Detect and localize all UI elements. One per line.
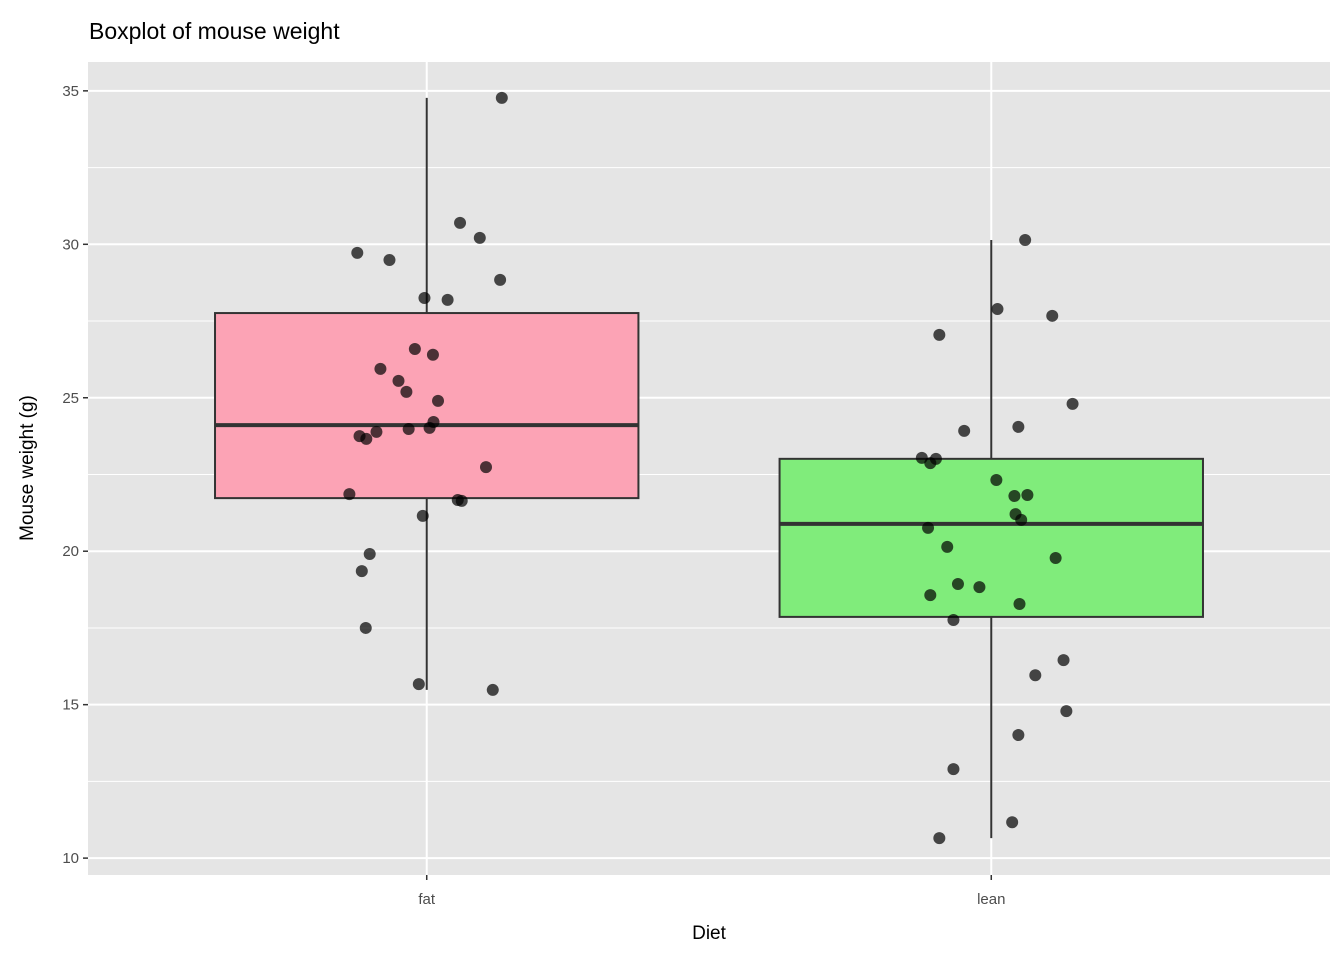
data-point-fat bbox=[370, 425, 383, 438]
data-point-lean bbox=[990, 474, 1003, 487]
data-point-lean bbox=[947, 613, 960, 626]
data-point-fat bbox=[473, 231, 486, 244]
data-point-lean bbox=[1012, 420, 1025, 433]
box-fat bbox=[214, 312, 640, 500]
y-tick-label: 35 bbox=[62, 83, 79, 100]
y-tick-label: 20 bbox=[62, 543, 79, 560]
data-point-fat bbox=[416, 509, 429, 522]
data-point-fat bbox=[454, 216, 467, 229]
data-point-lean bbox=[924, 589, 937, 602]
data-point-fat bbox=[480, 461, 493, 474]
y-axis-title: Mouse weight (g) bbox=[17, 395, 38, 541]
data-point-lean bbox=[1008, 489, 1021, 502]
data-point-fat bbox=[355, 565, 368, 578]
data-point-lean bbox=[922, 521, 935, 534]
data-point-lean bbox=[947, 763, 960, 776]
data-point-fat bbox=[455, 494, 468, 507]
data-point-lean bbox=[933, 328, 946, 341]
data-point-fat bbox=[423, 421, 436, 434]
data-point-lean bbox=[1060, 705, 1073, 718]
data-point-lean bbox=[1012, 729, 1025, 742]
data-point-lean bbox=[973, 581, 986, 594]
x-axis-title: Diet bbox=[692, 923, 727, 944]
data-point-lean bbox=[1057, 654, 1070, 667]
data-point-lean bbox=[1049, 551, 1062, 564]
data-point-lean bbox=[1015, 513, 1028, 526]
data-point-lean bbox=[941, 540, 954, 553]
data-point-fat bbox=[392, 374, 405, 387]
data-point-lean bbox=[958, 424, 971, 437]
y-tick-label: 15 bbox=[62, 697, 79, 714]
data-point-lean bbox=[1029, 669, 1042, 682]
data-point-fat bbox=[408, 342, 421, 355]
data-point-fat bbox=[343, 488, 356, 501]
x-tick-label-fat: fat bbox=[418, 891, 436, 908]
x-tick-label-lean: lean bbox=[977, 891, 1005, 908]
y-tick-label: 10 bbox=[62, 850, 79, 867]
data-point-fat bbox=[374, 362, 387, 375]
data-point-fat bbox=[383, 253, 396, 266]
data-point-lean bbox=[951, 578, 964, 591]
chart-title: Boxplot of mouse weight bbox=[89, 18, 340, 44]
data-point-lean bbox=[1019, 234, 1032, 247]
data-point-fat bbox=[426, 348, 439, 361]
data-point-fat bbox=[441, 293, 454, 306]
data-point-fat bbox=[360, 432, 373, 445]
data-point-fat bbox=[494, 273, 507, 286]
data-point-fat bbox=[402, 423, 415, 436]
data-point-lean bbox=[991, 303, 1004, 316]
data-point-fat bbox=[495, 91, 508, 104]
data-point-fat bbox=[432, 394, 445, 407]
data-point-lean bbox=[1021, 489, 1034, 502]
data-point-fat bbox=[418, 292, 431, 305]
data-point-lean bbox=[1066, 397, 1079, 410]
data-point-fat bbox=[486, 683, 499, 696]
data-point-lean bbox=[933, 832, 946, 845]
data-point-lean bbox=[1013, 598, 1026, 610]
y-tick-label: 25 bbox=[62, 390, 79, 407]
box-lean bbox=[778, 457, 1204, 618]
y-tick-label: 30 bbox=[62, 236, 79, 253]
data-point-lean bbox=[1046, 309, 1059, 322]
data-point-fat bbox=[363, 547, 376, 560]
data-point-fat bbox=[412, 678, 425, 691]
data-point-lean bbox=[1006, 816, 1019, 829]
data-point-lean bbox=[924, 457, 937, 470]
data-point-fat bbox=[400, 385, 413, 398]
data-point-fat bbox=[351, 246, 364, 259]
data-point-fat bbox=[359, 621, 372, 634]
